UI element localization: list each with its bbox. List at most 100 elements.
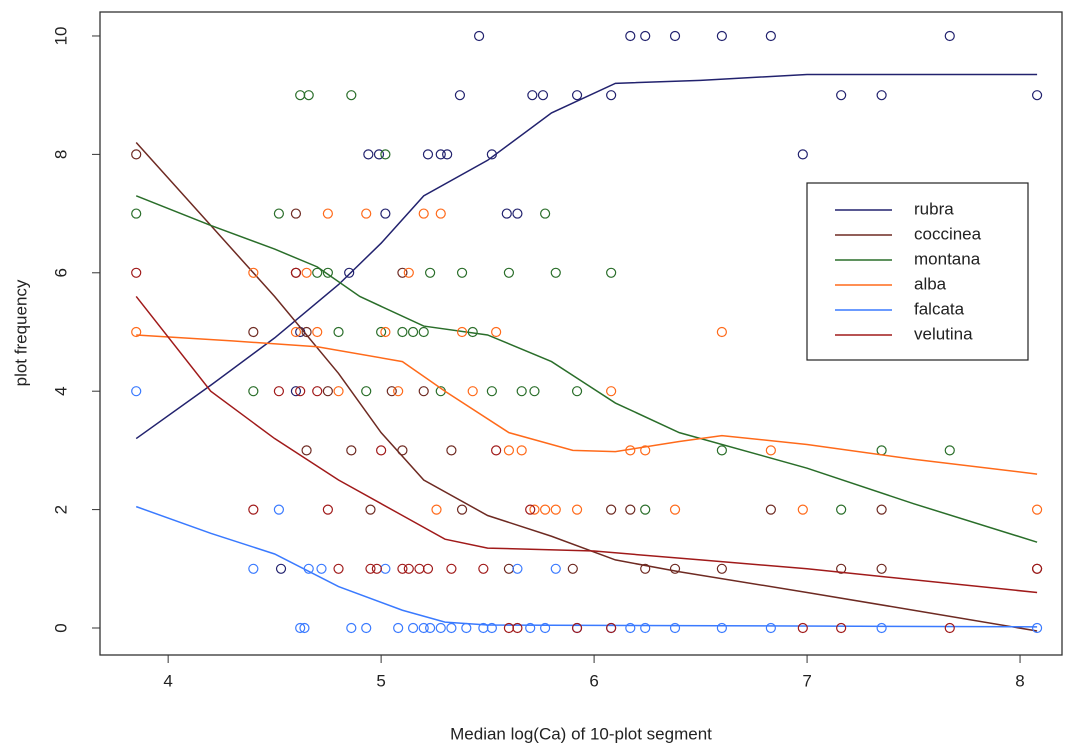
point (765, 445, 776, 456)
point (273, 504, 284, 515)
point (435, 622, 446, 634)
point (571, 504, 583, 515)
point (516, 445, 527, 456)
fit-line (135, 73, 1038, 440)
fit-line (135, 142, 1038, 632)
point (295, 622, 306, 634)
point (290, 386, 302, 397)
point (365, 563, 376, 574)
point (418, 208, 429, 219)
point (716, 445, 727, 456)
point (456, 504, 468, 515)
point (467, 386, 478, 397)
point (380, 208, 391, 219)
point (606, 386, 617, 397)
point (529, 386, 540, 397)
point (537, 90, 549, 101)
point (407, 622, 419, 634)
point (422, 149, 434, 160)
point (944, 445, 955, 456)
y-tick-label: 2 (51, 505, 70, 514)
point (797, 504, 808, 515)
point (606, 622, 617, 634)
point (361, 208, 372, 219)
y-tick-label: 0 (51, 623, 70, 632)
point (512, 622, 523, 634)
point (248, 267, 259, 278)
point (491, 445, 502, 456)
point (312, 326, 323, 338)
point (944, 30, 955, 42)
x-tick-label: 4 (163, 671, 172, 690)
point (456, 326, 468, 338)
point (418, 386, 429, 397)
point (876, 90, 887, 101)
point (273, 386, 284, 397)
legend-label: velutina (914, 324, 973, 343)
point (765, 622, 776, 634)
point (512, 208, 523, 219)
point (290, 208, 302, 219)
point (503, 563, 515, 574)
point (403, 563, 414, 574)
point (456, 267, 468, 278)
point (550, 563, 561, 574)
point (640, 445, 651, 456)
point (380, 149, 391, 160)
point (540, 208, 551, 219)
point (361, 386, 372, 397)
point (765, 30, 776, 42)
point (431, 504, 442, 515)
point (669, 622, 681, 634)
point (501, 208, 512, 219)
point (403, 267, 414, 278)
point (312, 267, 323, 278)
point (797, 622, 808, 634)
point (454, 90, 466, 101)
point (301, 326, 312, 338)
point (418, 326, 429, 338)
point (275, 563, 287, 574)
point (550, 267, 561, 278)
point (295, 386, 306, 397)
point (312, 386, 323, 397)
point (836, 90, 847, 101)
point (836, 622, 847, 634)
point (625, 504, 636, 515)
point (529, 504, 540, 515)
x-axis-label: Median log(Ca) of 10-plot segment (450, 724, 712, 743)
point (248, 386, 259, 397)
point (418, 622, 429, 634)
y-tick-label: 10 (51, 27, 70, 46)
point (316, 563, 327, 574)
point (716, 563, 727, 574)
point (322, 504, 333, 515)
x-tick-label: 5 (376, 671, 385, 690)
point (322, 208, 333, 219)
point (333, 326, 344, 338)
point (669, 504, 681, 515)
point (640, 563, 651, 574)
point (571, 386, 583, 397)
point (669, 30, 681, 42)
point (346, 445, 357, 456)
point (299, 622, 310, 634)
point (425, 267, 436, 278)
point (407, 326, 419, 338)
point (765, 504, 776, 515)
legend-label: coccinea (914, 224, 982, 243)
point (397, 326, 408, 338)
point (371, 563, 382, 574)
fit-line (135, 505, 1038, 628)
point (248, 504, 259, 515)
point (503, 267, 515, 278)
fit-line (135, 296, 1038, 594)
point (131, 267, 142, 278)
point (876, 622, 887, 634)
point (836, 563, 847, 574)
point (333, 386, 344, 397)
point (346, 90, 357, 101)
point (527, 90, 538, 101)
point (131, 149, 142, 160)
point (397, 267, 408, 278)
